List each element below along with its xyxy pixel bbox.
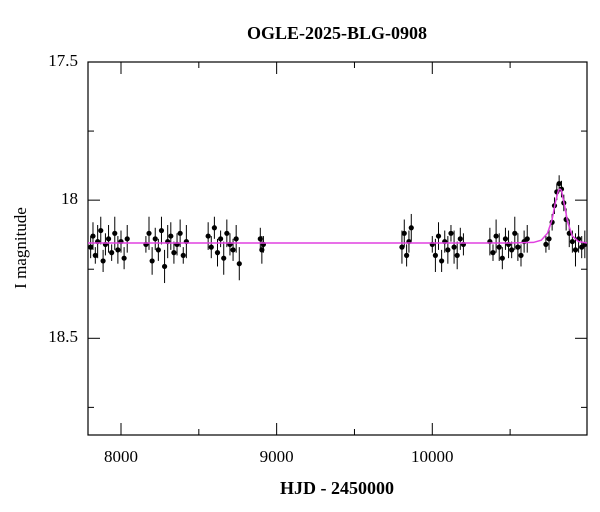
data-point [518,252,524,259]
data-point [546,236,552,242]
data-point [98,227,104,234]
data-point [208,244,214,250]
data-point [112,230,118,236]
data-point [569,238,575,245]
data-point [404,252,410,259]
data-point [230,247,236,253]
data-point [524,236,530,242]
data-point [558,186,565,192]
model-curve [88,188,588,244]
data-point [180,252,186,259]
x-tick-label: 8000 [104,447,138,466]
data-point [152,236,158,242]
data-point [161,263,168,270]
data-point [221,255,227,261]
data-point [490,250,496,256]
data-point [171,250,177,256]
data-point [454,252,460,259]
data-point [109,250,115,256]
data-point [224,230,230,236]
data-point [155,247,161,253]
x-tick-label: 9000 [260,447,294,466]
data-point [432,252,439,259]
data-point [92,252,98,259]
data-point [236,261,242,267]
data-point [233,236,239,242]
data-point [124,236,130,242]
data-point [149,258,155,264]
data-point [445,247,451,253]
x-tick-label: 10000 [411,447,454,466]
data-point [214,250,221,256]
data-point [177,230,183,236]
data-point [451,244,457,250]
y-tick-label: 18.5 [48,327,78,346]
data-point [88,244,94,250]
data-point [448,230,454,236]
data-point [493,233,499,239]
data-point [496,244,502,250]
data-point [205,233,211,239]
chart-title: OGLE-2025-BLG-0908 [247,23,427,43]
y-tick-label: 18 [61,189,78,208]
data-point [399,244,405,250]
data-point [105,236,112,242]
data-point [556,180,562,187]
data-point [408,225,414,231]
data-point [515,244,521,250]
data-point [512,230,518,236]
data-point [435,233,442,239]
data-point [100,258,106,264]
data-point [543,241,549,247]
plot-frame [87,61,588,436]
data-point [509,247,515,253]
data-point [439,258,445,264]
data-point [158,227,165,234]
data-point [218,236,224,242]
data-point [211,225,217,231]
data-point [572,247,579,253]
data-point [401,230,407,236]
y-tick-label: 17.5 [48,51,78,70]
data-point [499,255,505,261]
data-point [146,230,152,236]
x-axis-label: HJD - 2450000 [280,478,394,498]
data-point [115,247,121,253]
data-point [121,255,127,261]
y-axis-label: I magnitude [11,207,30,289]
data-point [457,236,463,242]
data-point [90,233,96,239]
data-point [502,236,509,242]
data-point [168,233,174,239]
